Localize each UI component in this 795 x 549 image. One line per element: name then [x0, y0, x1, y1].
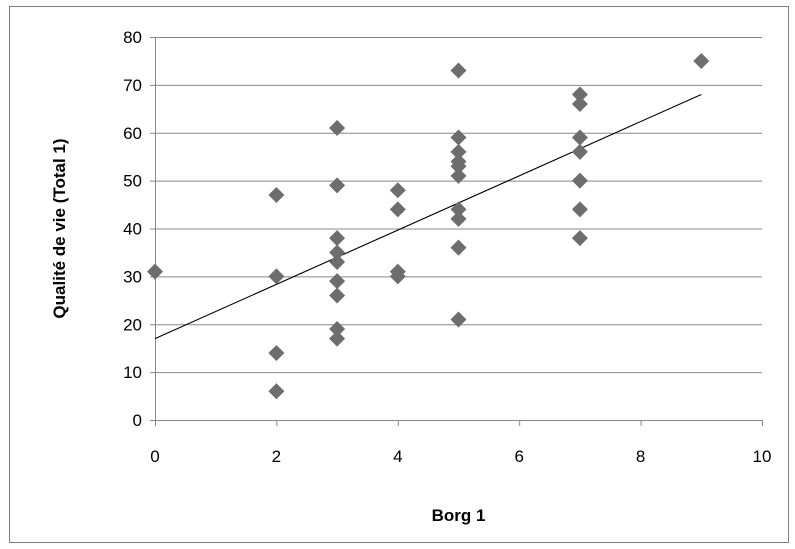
- data-point: [329, 119, 346, 136]
- data-point: [268, 383, 285, 400]
- y-tick-label: 70: [123, 76, 142, 95]
- data-point: [450, 158, 467, 175]
- y-tick-label: 10: [123, 363, 142, 382]
- data-point: [268, 186, 285, 203]
- data-point: [571, 86, 588, 103]
- data-point: [329, 330, 346, 347]
- axes: [150, 37, 763, 426]
- data-point: [571, 201, 588, 218]
- x-tick-label: 0: [150, 447, 159, 466]
- y-tick-label: 0: [133, 411, 142, 430]
- data-point: [329, 321, 346, 338]
- data-point: [268, 268, 285, 285]
- data-point: [329, 244, 346, 261]
- data-point: [329, 177, 346, 194]
- data-point: [329, 287, 346, 304]
- data-point: [329, 254, 346, 271]
- data-point: [329, 230, 346, 247]
- data-point: [571, 230, 588, 247]
- trendline-group: [154, 93, 702, 340]
- data-point: [450, 62, 467, 79]
- y-tick-label: 40: [123, 220, 142, 239]
- data-point: [450, 239, 467, 256]
- data-point: [450, 167, 467, 184]
- data-point: [571, 96, 588, 113]
- data-points: [147, 52, 710, 400]
- x-tick-label: 8: [636, 447, 645, 466]
- data-point: [571, 172, 588, 189]
- y-tick-label: 50: [123, 172, 142, 191]
- y-tick-label: 30: [123, 267, 142, 286]
- y-tick-label: 60: [123, 124, 142, 143]
- data-point: [693, 52, 710, 69]
- data-point: [450, 129, 467, 146]
- data-point: [450, 311, 467, 328]
- data-point: [571, 143, 588, 160]
- y-tick-label: 80: [123, 28, 142, 47]
- data-point: [450, 210, 467, 227]
- y-tick-labels: 0 10 20 30 40 50 60 70 80: [123, 28, 142, 430]
- data-point: [329, 273, 346, 290]
- x-tick-label: 4: [393, 447, 402, 466]
- x-tick-label: 2: [272, 447, 281, 466]
- data-point: [389, 182, 406, 199]
- x-tick-label: 10: [753, 447, 772, 466]
- data-point: [268, 344, 285, 361]
- data-point: [571, 129, 588, 146]
- x-tick-label: 6: [514, 447, 523, 466]
- data-point: [389, 268, 406, 285]
- data-point: [147, 263, 163, 280]
- y-tick-label: 20: [123, 315, 142, 334]
- data-point: [450, 201, 467, 218]
- x-axis-title: Borg 1: [432, 506, 486, 525]
- y-axis-title: Qualité de vie (Total 1): [50, 138, 69, 318]
- data-point: [450, 143, 467, 160]
- x-tick-labels: 0 2 4 6 8 10: [150, 447, 771, 466]
- data-point: [389, 201, 406, 218]
- trendline: [154, 93, 702, 340]
